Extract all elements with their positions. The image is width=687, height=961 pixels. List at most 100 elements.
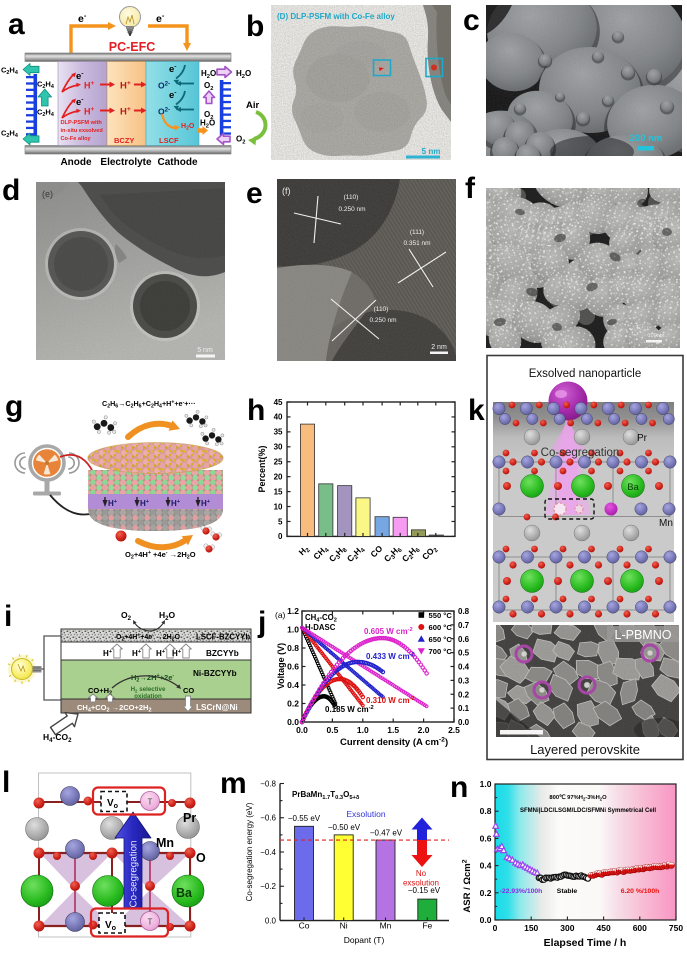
svg-text:Anode: Anode <box>60 157 92 168</box>
svg-text:in-situ exsolved: in-situ exsolved <box>61 128 104 134</box>
svg-text:750: 750 <box>669 923 683 933</box>
svg-text:Voltage (V): Voltage (V) <box>276 643 286 689</box>
svg-text:(a): (a) <box>275 610 286 620</box>
svg-text:0.0: 0.0 <box>287 717 299 727</box>
svg-text:Ni-BZCYYb: Ni-BZCYYb <box>193 669 237 678</box>
svg-text:oxidation: oxidation <box>134 693 162 700</box>
svg-text:−0.8: −0.8 <box>260 779 276 788</box>
svg-text:800℃ 97%H2-3%H2O: 800℃ 97%H2-3%H2O <box>549 794 607 801</box>
svg-text:600 °C: 600 °C <box>429 623 453 632</box>
svg-text:exsolution: exsolution <box>403 879 439 888</box>
svg-text:0.2: 0.2 <box>287 699 299 709</box>
svg-text:0.3: 0.3 <box>458 676 470 685</box>
svg-text:0.4: 0.4 <box>458 663 470 672</box>
svg-text:150: 150 <box>524 923 538 933</box>
svg-text:c: c <box>463 4 480 37</box>
svg-text:T: T <box>148 798 153 807</box>
svg-text:Air: Air <box>246 100 260 111</box>
svg-text:PC-EFC: PC-EFC <box>109 40 156 54</box>
svg-text:Ba: Ba <box>627 482 639 493</box>
svg-text:(110): (110) <box>374 306 389 313</box>
svg-text:-22.93%/100h: -22.93%/100h <box>500 888 543 895</box>
svg-text:35: 35 <box>274 428 283 437</box>
svg-text:(110): (110) <box>344 194 359 201</box>
svg-text:j: j <box>257 606 266 639</box>
svg-text:e: e <box>246 177 263 210</box>
svg-text:l: l <box>2 766 10 799</box>
svg-text:1.2: 1.2 <box>287 606 299 616</box>
svg-text:5 nm: 5 nm <box>197 347 213 354</box>
svg-text:0.8: 0.8 <box>480 806 492 816</box>
svg-text:650 °C: 650 °C <box>429 635 453 644</box>
svg-text:550 °C: 550 °C <box>429 611 453 620</box>
svg-text:Co-segregation energy (eV): Co-segregation energy (eV) <box>245 802 254 901</box>
svg-text:L-PBMNO: L-PBMNO <box>615 628 672 642</box>
svg-text:0.8: 0.8 <box>458 607 470 616</box>
svg-text:Elapsed Time / h: Elapsed Time / h <box>544 937 627 949</box>
svg-text:Co-Fe alloy: Co-Fe alloy <box>61 136 92 142</box>
svg-text:ASR / Ωcm2: ASR / Ωcm2 <box>461 859 473 912</box>
svg-text:0.6: 0.6 <box>480 833 492 843</box>
svg-text:40: 40 <box>274 413 283 422</box>
svg-text:0.4: 0.4 <box>480 861 492 871</box>
svg-text:−0.55 eV: −0.55 eV <box>288 814 321 823</box>
svg-text:200 nm: 200 nm <box>630 133 663 144</box>
svg-text:0.351 nm: 0.351 nm <box>403 240 430 247</box>
svg-text:1.0: 1.0 <box>287 625 299 635</box>
svg-text:1.0: 1.0 <box>357 725 369 735</box>
svg-text:Layered perovskite: Layered perovskite <box>530 742 640 757</box>
svg-text:f: f <box>465 172 476 205</box>
svg-text:LSCrN@Ni: LSCrN@Ni <box>196 703 238 712</box>
svg-text:m: m <box>220 767 247 800</box>
svg-text:k: k <box>468 394 485 427</box>
svg-text:0.5: 0.5 <box>458 649 470 658</box>
svg-text:20: 20 <box>274 472 283 481</box>
svg-text:0.2: 0.2 <box>480 888 492 898</box>
svg-text:100nm: 100nm <box>648 333 665 339</box>
svg-text:Percent(%): Percent(%) <box>257 445 267 492</box>
svg-text:0.7: 0.7 <box>458 621 470 630</box>
svg-text:LSCF: LSCF <box>159 136 179 145</box>
svg-text:Cathode: Cathode <box>158 157 198 168</box>
svg-text:d: d <box>2 174 20 207</box>
svg-text:BCZY: BCZY <box>114 136 134 145</box>
svg-text:0.0: 0.0 <box>265 916 277 925</box>
svg-text:0.1: 0.1 <box>458 704 470 713</box>
svg-text:0.185 W cm-2: 0.185 W cm-2 <box>325 705 374 714</box>
svg-text:45: 45 <box>274 398 283 407</box>
svg-text:Mn: Mn <box>380 921 392 931</box>
svg-text:Ni: Ni <box>340 921 348 931</box>
svg-text:−0.50 eV: −0.50 eV <box>328 823 361 832</box>
svg-text:O: O <box>196 851 206 865</box>
svg-text:h: h <box>247 394 265 427</box>
svg-text:Co: Co <box>299 921 310 931</box>
svg-text:Stable: Stable <box>557 888 578 895</box>
svg-text:0.250 nm: 0.250 nm <box>338 206 365 213</box>
svg-text:10: 10 <box>274 502 283 511</box>
svg-text:(D) DLP-PSFM with Co-Fe alloy: (D) DLP-PSFM with Co-Fe alloy <box>277 12 395 21</box>
svg-text:i: i <box>4 600 12 633</box>
svg-text:Mn: Mn <box>156 836 174 850</box>
svg-text:0: 0 <box>278 532 283 541</box>
svg-text:0.6: 0.6 <box>287 662 299 672</box>
svg-text:Pr: Pr <box>183 811 196 825</box>
svg-text:a: a <box>8 8 25 41</box>
svg-text:2.0: 2.0 <box>418 725 430 735</box>
svg-text:30: 30 <box>274 443 283 452</box>
svg-text:Current density (A cm-2): Current density (A cm-2) <box>340 736 448 748</box>
svg-text:(f): (f) <box>282 186 291 196</box>
svg-text:n: n <box>450 771 468 804</box>
svg-text:0.2: 0.2 <box>458 690 470 699</box>
svg-text:−0.47 eV: −0.47 eV <box>370 829 403 838</box>
svg-text:0.433 W cm-2: 0.433 W cm-2 <box>366 652 415 661</box>
svg-text:Co-segregation: Co-segregation <box>541 447 620 459</box>
svg-text:−0.2: −0.2 <box>260 882 276 891</box>
svg-text:Ba: Ba <box>176 886 193 900</box>
svg-text:0: 0 <box>493 923 498 933</box>
svg-text:0.8: 0.8 <box>287 643 299 653</box>
svg-text:g: g <box>5 390 23 423</box>
svg-text:0.250 nm: 0.250 nm <box>369 317 396 324</box>
svg-text:5 nm: 5 nm <box>422 147 441 156</box>
svg-text:Fe: Fe <box>422 921 432 931</box>
svg-text:−0.4: −0.4 <box>260 848 276 857</box>
